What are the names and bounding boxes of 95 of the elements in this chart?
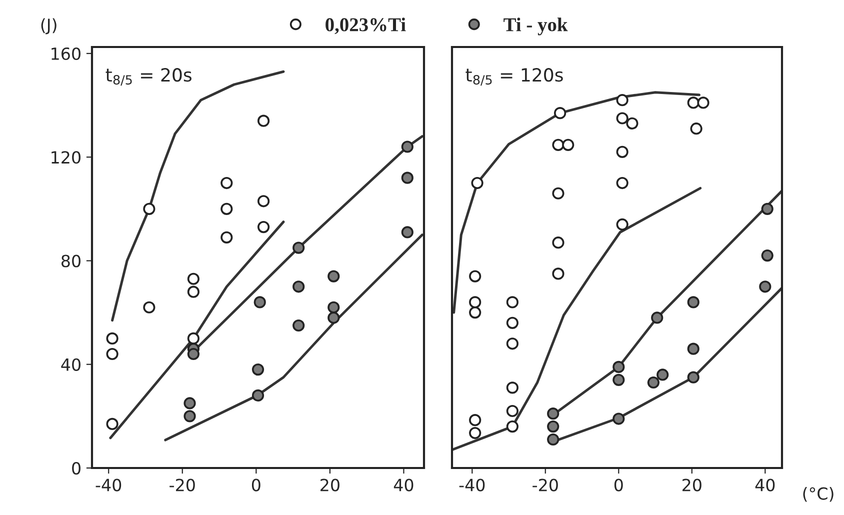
line-series bbox=[164, 234, 424, 442]
annotation: t$_{8/5}$ = 120s bbox=[466, 68, 563, 86]
point bbox=[187, 332, 200, 345]
line-series bbox=[111, 70, 285, 322]
x-tick-label: 20 bbox=[682, 478, 702, 492]
point bbox=[547, 408, 560, 420]
point bbox=[547, 433, 560, 446]
point bbox=[328, 312, 340, 324]
point bbox=[187, 348, 200, 360]
y-tick-label: 160 bbox=[52, 47, 80, 60]
point bbox=[612, 360, 625, 374]
x-tick-label: -40 bbox=[459, 478, 485, 492]
point bbox=[616, 112, 628, 124]
x-tick-label: 20 bbox=[320, 478, 340, 492]
x-tick-label: 0 bbox=[252, 478, 260, 492]
point bbox=[656, 368, 669, 381]
point bbox=[552, 268, 564, 280]
point bbox=[554, 107, 566, 120]
point bbox=[616, 94, 628, 106]
point bbox=[252, 389, 264, 402]
point bbox=[687, 296, 700, 308]
point bbox=[471, 176, 484, 190]
point bbox=[252, 363, 264, 376]
point bbox=[401, 172, 414, 184]
point bbox=[687, 371, 700, 384]
point bbox=[143, 301, 156, 314]
point bbox=[687, 342, 700, 355]
point bbox=[612, 412, 625, 425]
point bbox=[552, 187, 564, 200]
point bbox=[257, 114, 270, 127]
point bbox=[292, 242, 305, 254]
point bbox=[647, 376, 660, 389]
point bbox=[184, 410, 196, 422]
point bbox=[612, 374, 625, 386]
x-tick-label: -40 bbox=[96, 478, 122, 492]
point bbox=[761, 250, 774, 262]
point bbox=[469, 306, 482, 319]
y-tick-label: 80 bbox=[62, 254, 80, 268]
point bbox=[106, 418, 118, 430]
point bbox=[651, 312, 664, 324]
point bbox=[187, 286, 200, 298]
point bbox=[469, 414, 482, 426]
point bbox=[401, 140, 414, 153]
point bbox=[292, 280, 305, 293]
point bbox=[506, 382, 518, 394]
point bbox=[469, 270, 482, 282]
point bbox=[562, 138, 574, 151]
point bbox=[143, 202, 156, 215]
legend-label: 0,023%Ti bbox=[326, 18, 406, 34]
point bbox=[220, 176, 233, 190]
point bbox=[184, 397, 196, 410]
point bbox=[690, 122, 702, 135]
point bbox=[257, 195, 270, 208]
point bbox=[506, 420, 518, 433]
point bbox=[469, 426, 482, 440]
point bbox=[697, 96, 710, 109]
point bbox=[687, 96, 700, 109]
point bbox=[292, 319, 305, 332]
x-tick-label: 0 bbox=[614, 478, 623, 492]
point bbox=[254, 296, 266, 308]
point bbox=[106, 348, 118, 360]
point bbox=[469, 296, 482, 308]
point bbox=[616, 146, 628, 158]
point bbox=[626, 117, 638, 130]
y-axis-title: (J) bbox=[41, 18, 56, 34]
point bbox=[187, 272, 200, 285]
point bbox=[328, 301, 340, 314]
x-axis-title: (°C) bbox=[803, 486, 834, 502]
point bbox=[506, 338, 518, 350]
annotation: t$_{8/5}$ = 20s bbox=[106, 68, 192, 86]
x-tick-label: -20 bbox=[532, 478, 558, 492]
y-tick-label: 0 bbox=[72, 462, 80, 475]
legend-label: Ti - yok bbox=[504, 18, 568, 36]
point bbox=[616, 218, 628, 231]
point bbox=[547, 420, 560, 433]
point bbox=[506, 404, 518, 418]
x-tick-label: 40 bbox=[394, 478, 414, 492]
point bbox=[257, 221, 270, 234]
point bbox=[552, 236, 564, 249]
x-tick-label: -20 bbox=[170, 478, 195, 492]
line-series bbox=[109, 220, 285, 440]
point bbox=[552, 138, 564, 151]
point bbox=[761, 202, 774, 215]
point bbox=[106, 332, 118, 345]
point bbox=[220, 202, 233, 215]
point bbox=[506, 296, 518, 308]
point bbox=[328, 270, 340, 282]
y-tick-label: 120 bbox=[52, 151, 80, 164]
point bbox=[616, 176, 628, 190]
point bbox=[220, 231, 233, 244]
y-tick-label: 40 bbox=[61, 358, 80, 371]
x-tick-label: 40 bbox=[755, 478, 775, 492]
point bbox=[401, 226, 414, 238]
point bbox=[759, 280, 772, 293]
point bbox=[506, 316, 518, 329]
